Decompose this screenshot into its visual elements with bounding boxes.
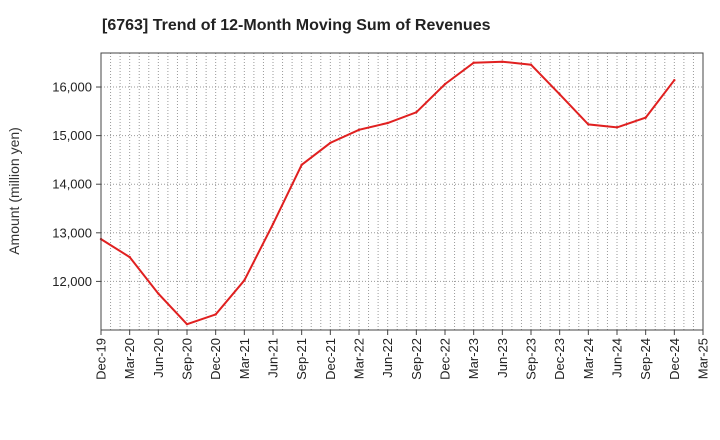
x-tick-label: Sep-23 <box>524 338 539 380</box>
x-tick-label: Jun-21 <box>266 338 281 378</box>
x-tick-label: Jun-24 <box>610 338 625 378</box>
data-point <box>243 279 246 282</box>
data-point <box>357 128 361 131</box>
x-axis-ticks: Dec-19 Mar-20 Jun-20 Sep-20 Dec-20 Mar-21 Jun-… <box>94 330 711 380</box>
data-point <box>673 79 676 82</box>
x-tick-label: Dec-24 <box>667 338 682 380</box>
x-tick-label: Jun-23 <box>495 338 510 378</box>
data-point <box>214 313 217 316</box>
data-point <box>300 163 303 166</box>
data-point <box>443 82 447 86</box>
data-point <box>386 121 389 125</box>
data-point <box>415 111 418 114</box>
x-tick-label: Sep-22 <box>409 338 424 380</box>
y-tick-label: 16,000 <box>52 80 92 95</box>
data-point <box>644 116 647 119</box>
data-point <box>128 255 131 259</box>
x-tick-label: Dec-20 <box>208 338 223 380</box>
x-tick-label: Sep-20 <box>180 338 195 380</box>
plot-frame <box>100 52 704 331</box>
data-point <box>501 60 504 63</box>
x-tick-label: Sep-21 <box>294 338 309 380</box>
data-point <box>615 126 619 129</box>
y-tick-label: 13,000 <box>52 225 92 240</box>
series-points <box>99 60 676 326</box>
x-tick-label: Mar-21 <box>237 338 252 379</box>
data-point <box>329 141 332 145</box>
data-point <box>558 93 561 96</box>
x-tick-label: Mar-24 <box>581 338 596 379</box>
y-axis-ticks: 12,000 13,000 14,000 15,000 16,000 <box>52 80 101 289</box>
data-point <box>587 123 590 126</box>
x-tick-label: Jun-22 <box>380 338 395 378</box>
x-tick-label: Jun-20 <box>151 338 166 378</box>
data-point <box>472 61 475 64</box>
x-tick-label: Sep-24 <box>638 338 653 380</box>
y-tick-label: 12,000 <box>52 274 92 289</box>
y-tick-label: 15,000 <box>52 128 92 143</box>
x-tick-label: Dec-23 <box>552 338 567 380</box>
chart-title: [6763] Trend of 12-Month Moving Sum of R… <box>102 17 491 34</box>
data-point <box>529 63 533 66</box>
x-tick-label: Dec-19 <box>94 338 109 380</box>
x-tick-label: Mar-25 <box>696 338 711 379</box>
data-point <box>271 222 275 226</box>
y-tick-label: 14,000 <box>52 177 92 192</box>
x-tick-label: Dec-21 <box>323 338 338 380</box>
grid-lines <box>101 53 703 330</box>
x-tick-label: Mar-23 <box>466 338 481 379</box>
x-tick-label: Mar-22 <box>352 338 367 379</box>
data-point <box>157 292 160 295</box>
data-point <box>185 322 189 326</box>
y-axis-label: Amount (million yen) <box>6 127 22 255</box>
x-tick-label: Mar-20 <box>122 338 137 379</box>
x-tick-label: Dec-22 <box>438 338 453 380</box>
